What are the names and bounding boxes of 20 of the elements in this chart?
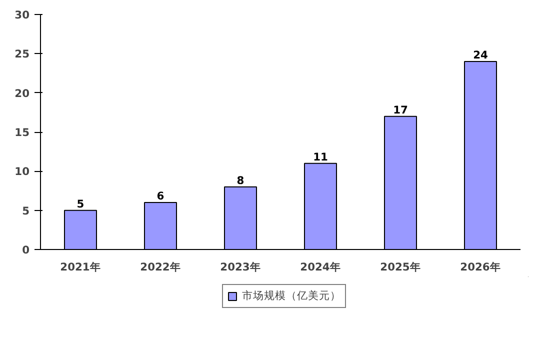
data-label: 6 <box>156 190 164 202</box>
y-tick-label: 15 <box>14 126 30 139</box>
y-tick-label: 0 <box>22 244 30 256</box>
x-tick-label: 2023年 <box>220 260 261 274</box>
data-label: 24 <box>473 48 488 62</box>
y-tick-label: 20 <box>14 86 30 100</box>
data-label: 17 <box>393 103 408 116</box>
x-tick-label: 2024年 <box>300 260 341 274</box>
y-tick-label: 30 <box>14 8 30 22</box>
y-tick-label: 5 <box>22 204 30 218</box>
data-label: 5 <box>76 197 84 210</box>
x-tick-label: 2021年 <box>60 260 101 274</box>
y-tick-label: 25 <box>14 48 30 61</box>
legend-label: 市场规模（亿美元） <box>242 289 341 303</box>
data-label: 8 <box>236 174 244 187</box>
y-tick-label: 10 <box>14 165 30 178</box>
x-tick-label: 2025年 <box>380 260 421 274</box>
data-label: 11 <box>313 150 328 164</box>
x-tick-label: 2022年 <box>140 260 181 274</box>
x-tick-label: 2026年 <box>460 260 501 274</box>
